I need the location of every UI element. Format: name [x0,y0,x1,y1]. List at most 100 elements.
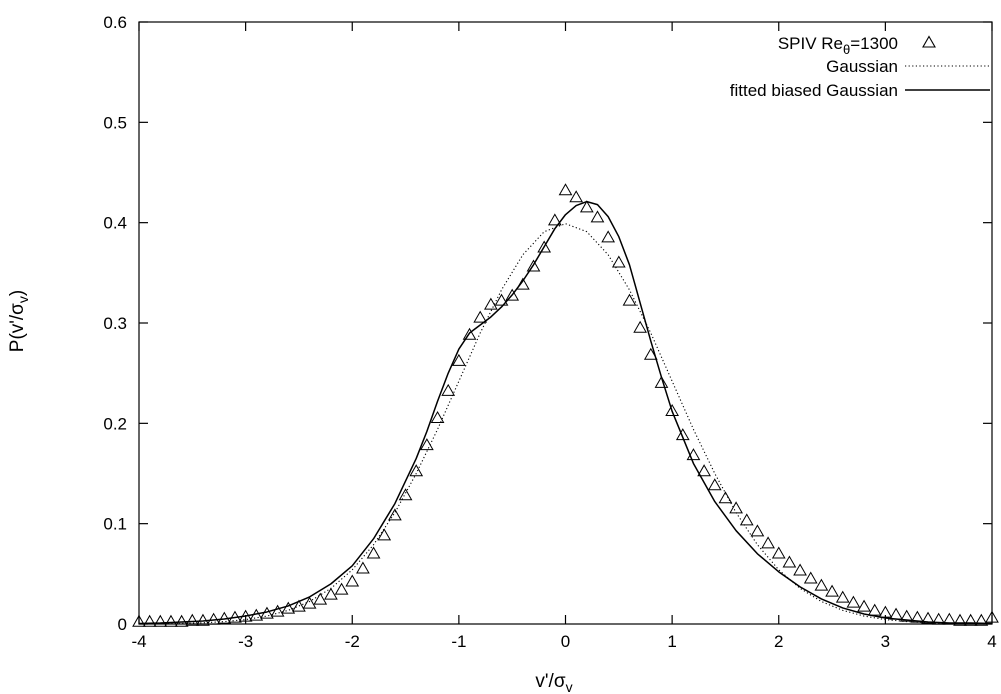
x-tick-label: -3 [238,632,253,651]
data-point [292,599,306,612]
data-point [963,613,978,626]
legend-label-fitted: fitted biased Gaussian [730,81,898,100]
y-tick-label: 0.3 [103,314,127,333]
data-point [270,604,285,617]
data-point [579,200,594,213]
data-point [334,582,349,595]
y-axis-label-close: ) [7,290,28,296]
data-point [569,190,584,203]
data-point [142,614,157,627]
y-tick-label: 0.1 [103,515,127,534]
data-point [196,613,210,626]
data-point [793,563,807,576]
y-tick-label: 0.6 [103,13,127,32]
data-point [846,595,861,608]
x-axis-label-sub: v [566,679,573,694]
y-axis-label: P(v'/σv) [7,290,31,352]
data-point [771,546,786,559]
data-point [739,513,754,526]
legend-triangle-marker [922,35,936,48]
x-tick-label: 1 [667,632,676,651]
data-point [484,297,498,310]
plot-frame [138,21,993,625]
data-point [803,571,818,584]
legend-label-gaussian: Gaussian [826,57,898,76]
y-axis-label-sub: v [15,296,31,303]
x-tick-label: -2 [345,632,360,651]
data-point [313,592,328,605]
x-tick-label: 2 [774,632,783,651]
data-point [953,613,967,626]
data-point [675,428,690,441]
data-point [974,613,989,626]
series-fitted-biased-gaussian-line [138,200,993,625]
data-point [462,327,477,340]
x-tick-label: 0 [561,632,570,651]
data-point [857,599,871,612]
data-point [825,584,839,597]
data-point [377,528,392,541]
data-point [697,464,711,477]
x-tick-label: 3 [881,632,890,651]
data-point [558,183,573,196]
data-point [665,403,679,416]
data-point [206,612,221,625]
legend: SPIV Reθ=1300 Gaussian fitted biased Gau… [730,34,990,100]
data-point [622,293,637,306]
data-point [643,347,658,360]
data-point [707,478,722,491]
data-point [931,612,946,625]
data-point [324,587,338,600]
data-point [174,614,189,627]
series-gaussian-line [138,223,993,625]
data-point [633,320,647,333]
data-point [942,612,957,625]
data-point [441,383,456,396]
data-point [430,411,445,424]
y-tick-label: 0 [118,615,127,634]
data-point [185,613,200,626]
data-point [835,590,850,603]
x-tick-label: -1 [451,632,466,651]
x-tick-label: -4 [131,632,146,651]
plot-border [138,21,993,625]
data-point [782,555,797,568]
y-tick-label: 0.4 [103,214,127,233]
x-axis-label: v'/σv [535,671,572,694]
data-point [611,255,626,268]
data-point [718,491,733,504]
data-point [356,561,370,574]
axis-ticks [138,21,993,625]
data-point [409,464,424,477]
data-point [366,546,381,559]
data-point [505,288,520,301]
data-point [398,488,413,501]
data-point [537,240,552,253]
data-point [601,230,616,243]
data-point [590,210,605,223]
data-point [526,259,541,272]
data-point [867,603,882,616]
data-point [547,213,562,226]
legend-label-spiv: SPIV Reθ=1300 [778,34,898,57]
data-point [729,501,743,514]
data-point [281,601,296,614]
tick-labels: -4 -3 -2 -1 0 1 2 3 4 0 0.1 0.2 0.3 0.4 0.5 0.6 [103,13,996,651]
data-point [814,578,829,591]
y-tick-label: 0.5 [103,113,127,132]
data-point [153,614,168,627]
data-point [750,524,765,537]
series-spiv-markers [132,183,999,627]
data-point [494,293,509,306]
data-point [654,375,669,388]
legend-label-spiv-suffix: =1300 [850,34,898,53]
data-point [878,605,893,618]
data-point [452,353,466,366]
data-point [132,614,146,627]
data-point [985,610,999,623]
x-tick-label: 4 [987,632,996,651]
legend-label-spiv-sub: θ [843,42,850,57]
y-tick-label: 0.2 [103,414,127,433]
data-point [473,310,488,323]
